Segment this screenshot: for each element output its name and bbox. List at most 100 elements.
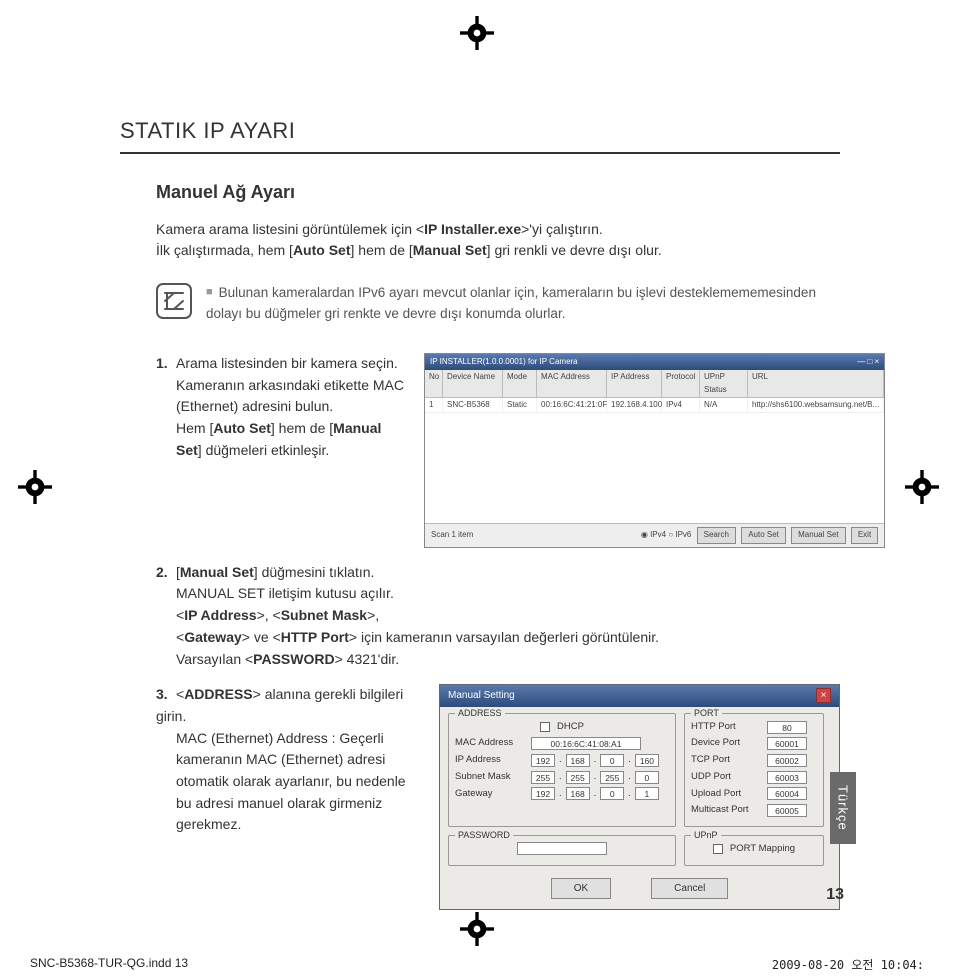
dhcp-label: DHCP <box>557 720 584 735</box>
text: > için kameranın varsayılan değerleri gö… <box>349 629 659 645</box>
cell: N/A <box>700 398 748 412</box>
text: Hem [ <box>176 420 213 436</box>
note-icon <box>156 283 192 319</box>
dialog-title: Manual Setting <box>448 688 515 704</box>
step-2: 2.[Manual Set] düğmesini tıklatın. MANUA… <box>156 562 840 670</box>
exit-button: Exit <box>851 527 878 543</box>
text: Kameranın arkasındaki etikette MAC (Ethe… <box>176 377 404 415</box>
port-field: 60005 <box>767 804 807 817</box>
text: >, <box>367 607 379 623</box>
ip-octet: 0 <box>600 754 624 767</box>
ip-octet: 255 <box>566 771 590 784</box>
cell: SNC-B5368 <box>443 398 503 412</box>
text: ] düğmesini tıklatın. <box>254 564 375 580</box>
label: Gateway <box>455 787 527 802</box>
password-field <box>517 842 607 855</box>
text: ] düğmeleri etkinleşir. <box>198 442 330 458</box>
exe-name: IP Installer.exe <box>424 221 521 237</box>
address-fieldset: ADDRESS DHCP MAC Address00:16:6C:41:08:A… <box>448 713 676 827</box>
ip-octet: 168 <box>566 754 590 767</box>
note-text: ■Bulunan kameralardan IPv6 ayarı mevcut … <box>206 283 840 325</box>
language-label: Türkçe <box>836 785 851 831</box>
upnp-checkbox <box>713 844 723 854</box>
close-icon: × <box>816 688 831 703</box>
section-title: STATIK IP AYARI <box>120 118 840 154</box>
legend: ADDRESS <box>455 707 505 721</box>
text: İlk çalıştırmada, hem [ <box>156 242 293 258</box>
auto-set-label: Auto Set <box>213 420 271 436</box>
text: > ve < <box>242 629 281 645</box>
ip-octet: 0 <box>635 771 659 784</box>
cell: http://shs6100.websamsung.net/B... <box>748 398 884 412</box>
gateway-label: Gateway <box>184 629 242 645</box>
ip-octet: 168 <box>566 787 590 800</box>
footer-timestamp: 2009-08-20 오전 10:04: <box>772 956 924 973</box>
figure-ip-installer: IP INSTALLER(1.0.0.0001) for IP Camera —… <box>424 353 885 548</box>
note-row: ■Bulunan kameralardan IPv6 ayarı mevcut … <box>156 283 840 325</box>
http-port-label: HTTP Port <box>281 629 349 645</box>
text: > 4321'dir. <box>335 651 400 667</box>
step-number: 3. <box>156 684 176 706</box>
print-mark-icon <box>905 470 939 504</box>
text: >'yi çalıştırın. <box>521 221 603 237</box>
port-field: 60004 <box>767 787 807 800</box>
text: ] gri renkli ve devre dışı olur. <box>487 242 662 258</box>
cell: 00:16:6C:41:21:0F <box>537 398 607 412</box>
password-fieldset: PASSWORD <box>448 835 676 866</box>
ip-octet: 192 <box>531 754 555 767</box>
figure-footer: Scan 1 item ◉ IPv4 ○ IPv6 Search Auto Se… <box>425 523 884 546</box>
text: ] hem de [ <box>351 242 413 258</box>
search-button: Search <box>697 527 736 543</box>
col-header: Mode <box>503 370 537 397</box>
legend: PORT <box>691 707 722 721</box>
intro-paragraph: Kamera arama listesini görüntülemek için… <box>156 219 840 261</box>
text: Arama listesinden bir kamera seçin. <box>176 355 398 371</box>
step-3: 3.<ADDRESS> alanına gerekli bilgileri gi… <box>156 684 840 910</box>
table-body-empty <box>425 413 884 523</box>
page-number: 13 <box>826 886 844 904</box>
ip-octet: 255 <box>531 771 555 784</box>
password-label: PASSWORD <box>253 651 334 667</box>
ipv6-label: IPv6 <box>675 530 691 539</box>
port-field: 80 <box>767 721 807 734</box>
port-field: 60003 <box>767 771 807 784</box>
table-header: No Device Name Mode MAC Address IP Addre… <box>425 370 884 398</box>
ip-address-label: IP Address <box>184 607 256 623</box>
ok-button: OK <box>551 878 611 900</box>
cell: Static <box>503 398 537 412</box>
cell: 192.168.4.100 <box>607 398 662 412</box>
ip-octet: 160 <box>635 754 659 767</box>
text: Kamera arama listesini görüntülemek için… <box>156 221 424 237</box>
text: < <box>176 686 184 702</box>
label: UDP Port <box>691 770 763 785</box>
ipv4-label: IPv4 <box>650 530 666 539</box>
subnet-mask-label: Subnet Mask <box>281 607 367 623</box>
upnp-label: PORT Mapping <box>730 842 795 857</box>
auto-set-button: Auto Set <box>741 527 786 543</box>
auto-set-label: Auto Set <box>293 242 351 258</box>
cell: 1 <box>425 398 443 412</box>
mac-field: 00:16:6C:41:08:A1 <box>531 737 641 750</box>
manual-set-label: Manual Set <box>180 564 254 580</box>
step-1: 1.Arama listesinden bir kamera seçin. Ka… <box>156 353 840 548</box>
col-header: UPnP Status <box>700 370 748 397</box>
step-number: 1. <box>156 353 176 375</box>
label: Subnet Mask <box>455 770 527 785</box>
subtitle: Manuel Ağ Ayarı <box>156 182 840 203</box>
port-fieldset: PORT HTTP Port80 Device Port60001 TCP Po… <box>684 713 824 827</box>
text: MANUAL SET iletişim kutusu açılır. <box>176 585 394 601</box>
radio-ipv4: ◉ <box>641 530 650 539</box>
legend: UPnP <box>691 829 721 843</box>
text: ] hem de [ <box>271 420 333 436</box>
text: < <box>176 629 184 645</box>
address-label: ADDRESS <box>184 686 252 702</box>
window-title: IP INSTALLER(1.0.0.0001) for IP Camera <box>430 356 578 368</box>
print-mark-icon <box>460 16 494 50</box>
port-field: 60001 <box>767 737 807 750</box>
col-header: Protocol <box>662 370 700 397</box>
window-controls-icon: — □ × <box>857 356 879 368</box>
cell: IPv4 <box>662 398 700 412</box>
ip-octet: 192 <box>531 787 555 800</box>
cancel-button: Cancel <box>651 878 728 900</box>
col-header: Device Name <box>443 370 503 397</box>
